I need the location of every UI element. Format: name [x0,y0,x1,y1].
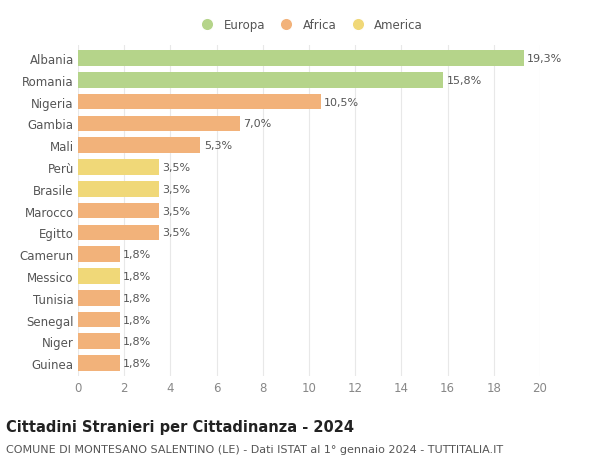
Bar [78,356,119,371]
Bar [78,95,320,110]
Bar [78,225,159,241]
Text: 19,3%: 19,3% [527,54,563,64]
Bar [78,138,200,154]
Bar [78,73,443,89]
Bar [78,182,159,197]
Legend: Europa, Africa, America: Europa, Africa, America [195,19,423,32]
Text: 1,8%: 1,8% [123,293,151,303]
Text: COMUNE DI MONTESANO SALENTINO (LE) - Dati ISTAT al 1° gennaio 2024 - TUTTITALIA.: COMUNE DI MONTESANO SALENTINO (LE) - Dat… [6,444,503,454]
Bar [78,334,119,349]
Bar [78,269,119,284]
Text: 1,8%: 1,8% [123,358,151,368]
Bar [78,312,119,328]
Text: Cittadini Stranieri per Cittadinanza - 2024: Cittadini Stranieri per Cittadinanza - 2… [6,419,354,434]
Bar [78,247,119,263]
Text: 7,0%: 7,0% [243,119,271,129]
Bar [78,160,159,175]
Text: 1,8%: 1,8% [123,336,151,347]
Text: 15,8%: 15,8% [446,76,482,86]
Text: 1,8%: 1,8% [123,271,151,281]
Text: 5,3%: 5,3% [204,141,232,151]
Text: 3,5%: 3,5% [163,228,190,238]
Text: 10,5%: 10,5% [324,97,359,107]
Text: 1,8%: 1,8% [123,315,151,325]
Bar [78,290,119,306]
Text: 3,5%: 3,5% [163,206,190,216]
Bar [78,116,240,132]
Text: 3,5%: 3,5% [163,162,190,173]
Bar [78,51,524,67]
Text: 1,8%: 1,8% [123,250,151,260]
Text: 3,5%: 3,5% [163,185,190,195]
Bar [78,203,159,219]
